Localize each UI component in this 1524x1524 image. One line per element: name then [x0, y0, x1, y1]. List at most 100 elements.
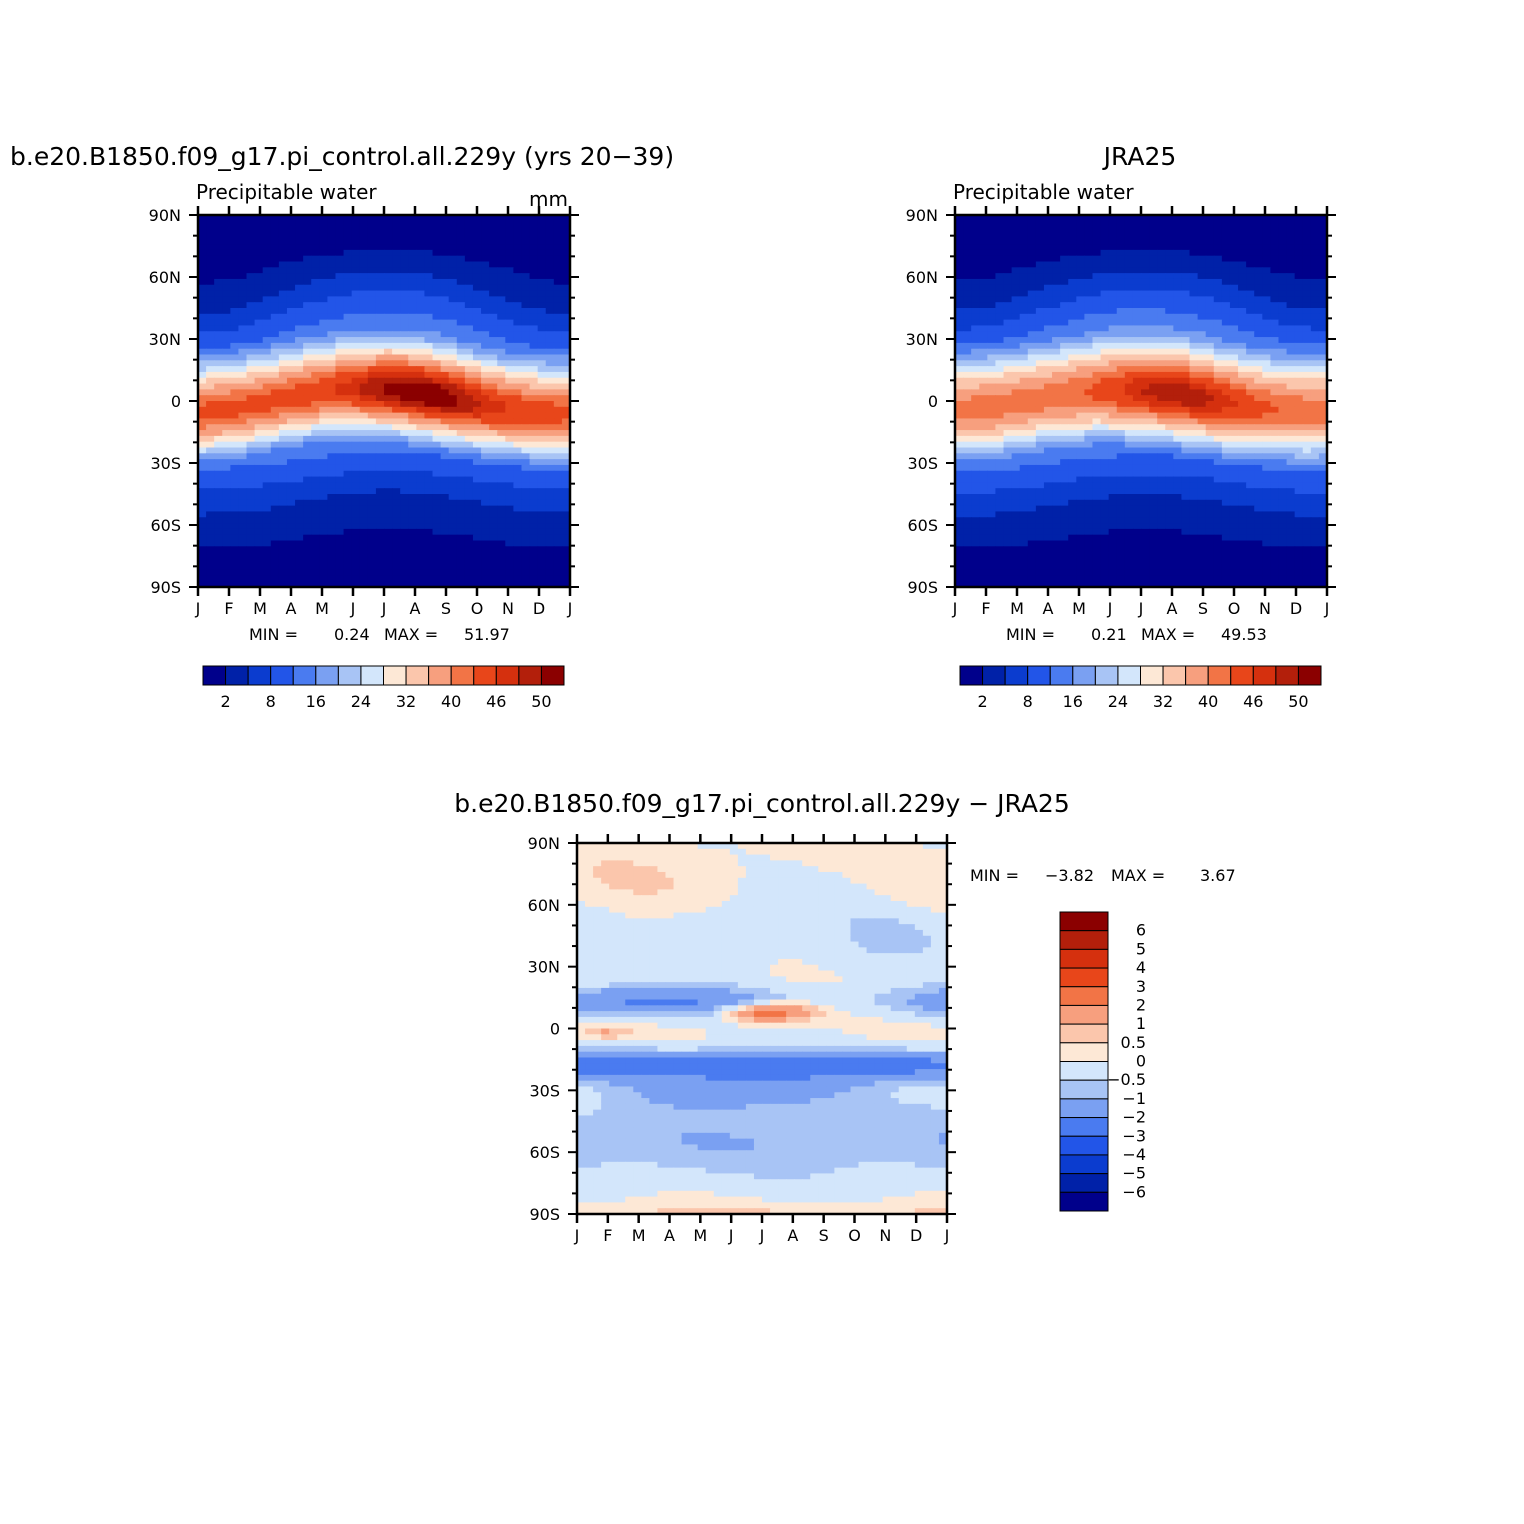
field-cell — [1116, 395, 1126, 402]
field-cell — [995, 447, 1005, 454]
field-cell — [537, 557, 547, 565]
field-cell — [392, 308, 401, 315]
field-cell — [1181, 441, 1191, 449]
field-cell — [214, 273, 223, 280]
field-cell — [1084, 395, 1094, 402]
field-cell — [1035, 226, 1045, 234]
field-cell — [327, 255, 337, 263]
field-cell — [440, 441, 450, 449]
field-cell — [311, 249, 320, 257]
field-cell — [1092, 418, 1102, 425]
field-cell — [505, 360, 514, 367]
field-cell — [254, 482, 264, 489]
field-cell — [1173, 319, 1183, 327]
field-cell — [1189, 226, 1199, 234]
field-cell — [1092, 226, 1102, 234]
field-cell — [1221, 290, 1231, 297]
field-cell — [424, 325, 434, 332]
colorbar-box — [473, 665, 497, 686]
field-cell — [1213, 220, 1223, 228]
field-cell — [513, 377, 523, 385]
field-cell — [529, 581, 539, 588]
field-cell — [424, 540, 434, 547]
field-cell — [222, 494, 231, 501]
field-cell — [351, 319, 361, 327]
panel-model-xtick-label: J — [350, 599, 356, 618]
field-cell — [1100, 447, 1110, 454]
field-cell — [392, 226, 401, 234]
field-cell — [278, 308, 288, 315]
field-cell — [1011, 424, 1021, 431]
field-cell — [561, 331, 571, 338]
field-cell — [1286, 395, 1296, 402]
field-cell — [335, 261, 345, 268]
field-cell — [432, 267, 442, 274]
field-cell — [497, 238, 506, 245]
field-cell — [327, 319, 337, 327]
field-cell — [1278, 447, 1288, 454]
field-cell — [1286, 261, 1296, 268]
field-cell — [278, 557, 288, 565]
field-cell — [392, 482, 401, 489]
field-cell — [481, 290, 490, 297]
field-cell — [351, 482, 361, 489]
field-cell — [238, 482, 248, 489]
field-cell — [1068, 447, 1077, 454]
field-cell — [384, 563, 393, 571]
field-cell — [351, 371, 361, 379]
field-cell — [1286, 273, 1296, 280]
field-cell — [246, 244, 256, 251]
field-cell — [995, 342, 1005, 350]
field-cell — [1181, 273, 1191, 280]
field-cell — [375, 418, 385, 425]
field-cell — [1052, 354, 1061, 361]
field-cell — [230, 226, 240, 234]
field-cell — [343, 418, 353, 425]
field-cell — [327, 313, 337, 321]
field-cell — [1238, 220, 1247, 228]
field-cell — [1043, 377, 1053, 385]
field-cell — [448, 505, 458, 513]
field-cell — [464, 325, 474, 332]
field-cell — [278, 575, 288, 582]
field-cell — [1165, 273, 1174, 280]
field-cell — [995, 284, 1005, 292]
field-cell — [303, 412, 312, 420]
field-cell — [497, 313, 506, 321]
field-cell — [979, 220, 988, 228]
field-cell — [995, 337, 1005, 344]
field-cell — [1270, 244, 1280, 251]
field-cell — [1043, 290, 1053, 297]
field-cell — [416, 383, 426, 390]
field-cell — [1011, 226, 1021, 234]
field-cell — [513, 255, 523, 263]
field-cell — [206, 441, 215, 449]
field-cell — [1270, 342, 1280, 350]
field-cell — [987, 273, 997, 280]
field-cell — [367, 464, 377, 472]
field-cell — [311, 238, 320, 245]
field-cell — [497, 470, 506, 478]
field-cell — [505, 337, 514, 344]
field-cell — [214, 406, 223, 414]
field-cell — [1019, 441, 1029, 449]
field-cell — [432, 482, 442, 489]
field-cell — [335, 401, 345, 408]
field-cell — [464, 459, 474, 466]
field-cell — [311, 441, 320, 449]
field-cell — [343, 401, 353, 408]
field-cell — [1262, 453, 1271, 460]
field-cell — [367, 459, 377, 466]
field-cell — [416, 255, 426, 263]
field-cell — [1213, 377, 1223, 385]
field-cell — [1116, 383, 1126, 390]
field-cell — [408, 575, 417, 582]
field-cell — [1035, 424, 1045, 431]
field-cell — [327, 354, 337, 361]
field-cell — [440, 401, 450, 408]
field-cell — [246, 528, 256, 536]
field-cell — [246, 337, 256, 344]
field-cell — [1181, 215, 1191, 222]
field-cell — [1213, 412, 1223, 420]
field-cell — [1246, 430, 1255, 437]
